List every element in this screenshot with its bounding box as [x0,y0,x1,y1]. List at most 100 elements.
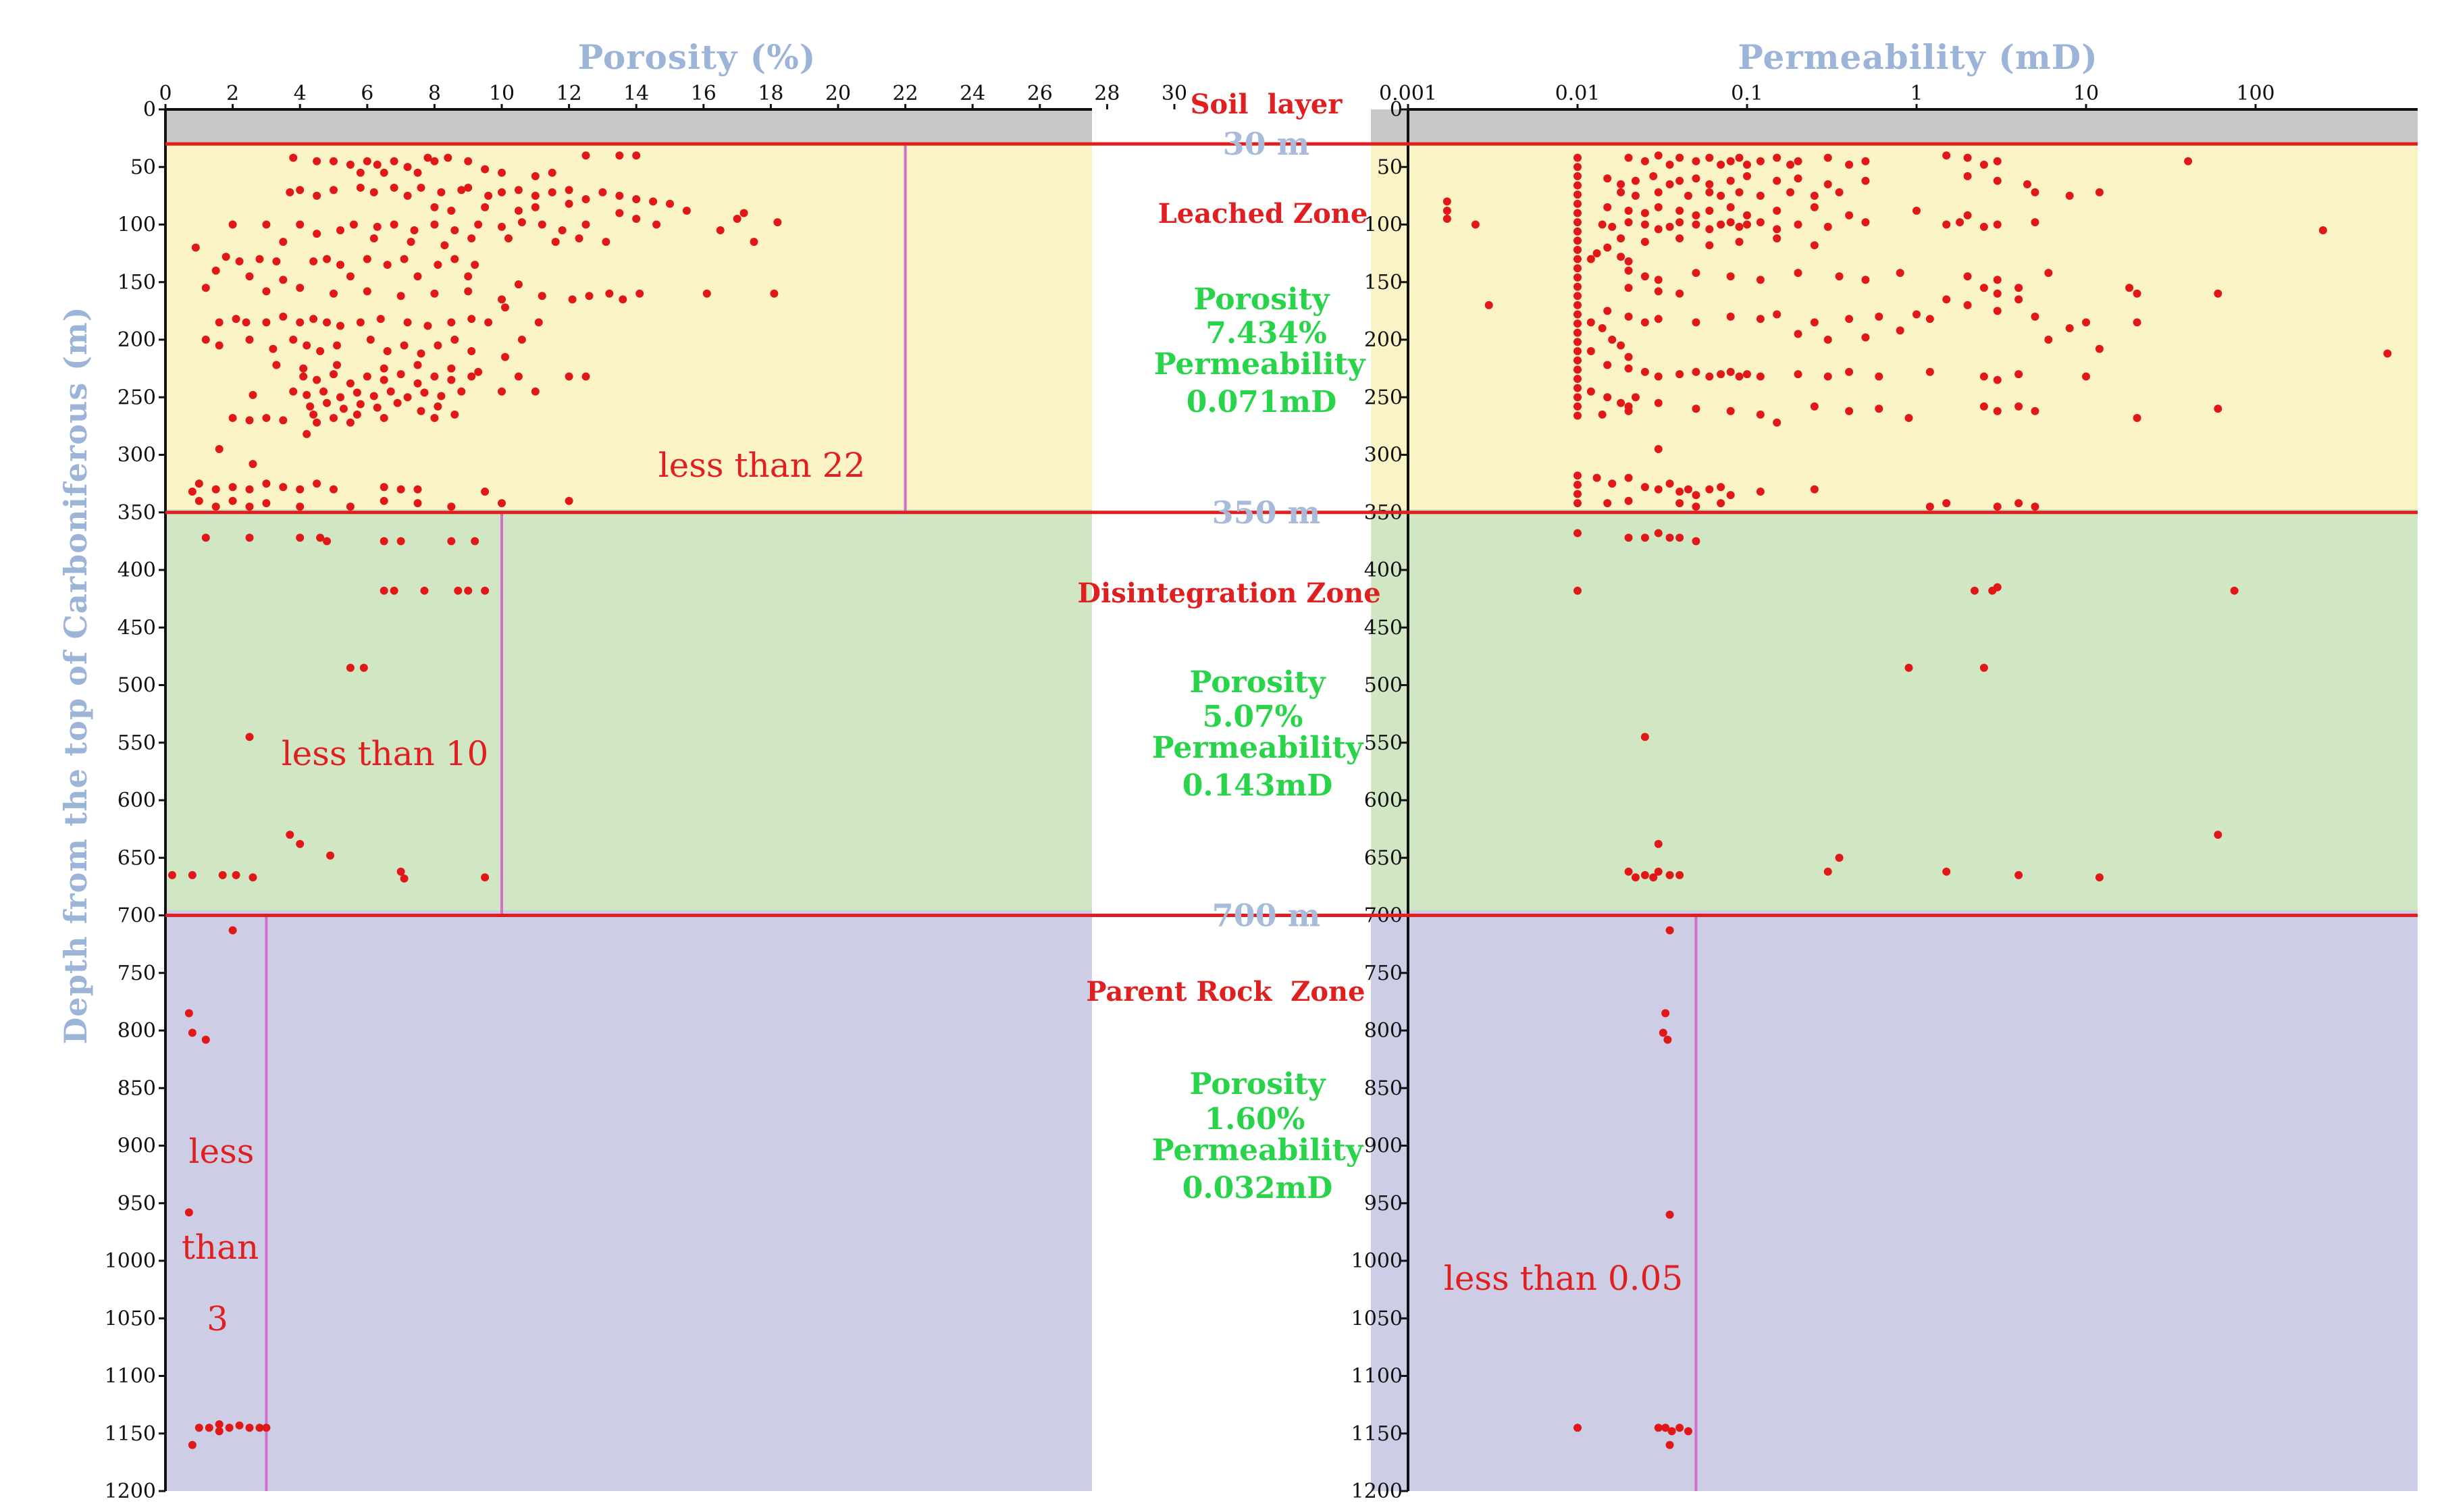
porosity-point [575,234,583,242]
porosity-point [396,485,405,494]
permeability-point [1993,583,2002,592]
porosity-point [585,292,594,301]
permeability-point [1675,207,1684,215]
porosity-point [262,220,271,229]
permeability-point [1692,318,1700,327]
leached-porosity-value: 7.434% [1205,316,1327,350]
permeability-point [2065,323,2074,332]
permeability-point [1598,410,1607,419]
permeability-point [1743,220,1751,229]
porosity-point [403,393,412,402]
porosity-point [211,502,220,511]
porosity-point [481,203,490,211]
porosity-xtick-label: 18 [758,82,783,105]
permeability-point [1624,207,1633,215]
permeability-point [1573,393,1582,402]
porosity-point [467,315,476,323]
permeability-point [1573,490,1582,498]
leached-porosity-label: Porosity [1193,282,1330,317]
porosity-point [188,870,197,879]
permeability-point [1970,586,1979,595]
porosity-point [262,1424,271,1432]
porosity-point [330,413,338,422]
porosity-xtick-label: 8 [428,82,441,105]
permeability-point [1904,413,1913,422]
permeability-point [1735,188,1744,197]
porosity-point [279,276,288,284]
porosity-point [413,485,422,494]
permeability-point [1684,191,1692,200]
porosity-point [464,157,473,165]
permeability-point [2082,318,2090,327]
porosity-point [498,188,506,197]
permeability-point [1624,153,1633,162]
parent-stats: Porosity 1.60% Permeability 0.032mD [1152,1067,1364,1205]
permeability-point [1675,533,1684,542]
porosity-point [188,1440,197,1449]
porosity-point [194,1424,203,1432]
porosity-ytick-label: 800 [118,1019,156,1043]
permeability-point [1649,873,1658,882]
porosity-point [598,188,607,197]
permeability-point [2044,336,2053,344]
porosity-point [396,537,405,546]
permeability-point [1726,157,1735,165]
permeability-point [1823,180,1832,188]
porosity-point [262,413,271,422]
disintegration-zone-right [1371,509,2418,910]
permeability-point [1735,238,1744,246]
permeability-point [1823,336,1832,344]
permeability-point [1756,315,1765,323]
permeability-point [1608,479,1617,488]
permeability-point [2133,289,2141,298]
porosity-point [262,479,271,488]
porosity-point [380,586,388,595]
permeability-point [1875,312,1883,321]
permeability-point [1640,483,1649,492]
porosity-xtick-label: 16 [691,82,717,105]
permeability-point [2318,226,2327,235]
porosity-point [332,361,341,369]
permeability-point [1603,393,1612,402]
porosity-point [716,226,725,235]
porosity-point [296,502,305,511]
porosity-point [373,160,382,169]
permeability-point [2031,218,2039,227]
permeability-point [1705,485,1714,494]
permeability-point [1654,372,1663,381]
porosity-point [484,191,493,200]
permeability-point [1675,1424,1684,1432]
permeability-point [1773,225,1781,234]
boundary-depth-label: 700 m [1212,897,1321,934]
permeability-point [1684,485,1692,494]
permeability-point [1659,1028,1667,1037]
permeability-point [1663,1035,1672,1044]
porosity-ytick-label: 250 [118,386,156,409]
permeability-point [1810,241,1819,250]
permeability-point [1654,444,1663,453]
porosity-point [386,387,395,396]
porosity-point [356,168,365,177]
permeability-ytick-label: 950 [1364,1192,1403,1216]
porosity-point [245,1424,254,1432]
permeability-point [1624,402,1633,411]
permeability-point [1675,289,1684,298]
porosity-point [619,295,627,304]
permeability-point [1993,176,2002,185]
porosity-point [313,418,321,427]
permeability-point [1705,225,1714,234]
permeability-point [1573,199,1582,208]
permeability-point [1717,370,1725,379]
permeability-point [1573,328,1582,337]
permeability-point [1794,157,1802,165]
permeability-point [1640,318,1649,327]
porosity-point [417,407,425,415]
porosity-point [417,183,425,192]
permeability-point [1442,207,1451,215]
porosity-point [635,289,644,298]
permeability-point [1794,370,1802,379]
permeability-ytick-label: 50 [1377,155,1403,179]
permeability-point [1692,220,1700,229]
porosity-ytick-label: 450 [118,616,156,640]
porosity-point [423,153,432,162]
